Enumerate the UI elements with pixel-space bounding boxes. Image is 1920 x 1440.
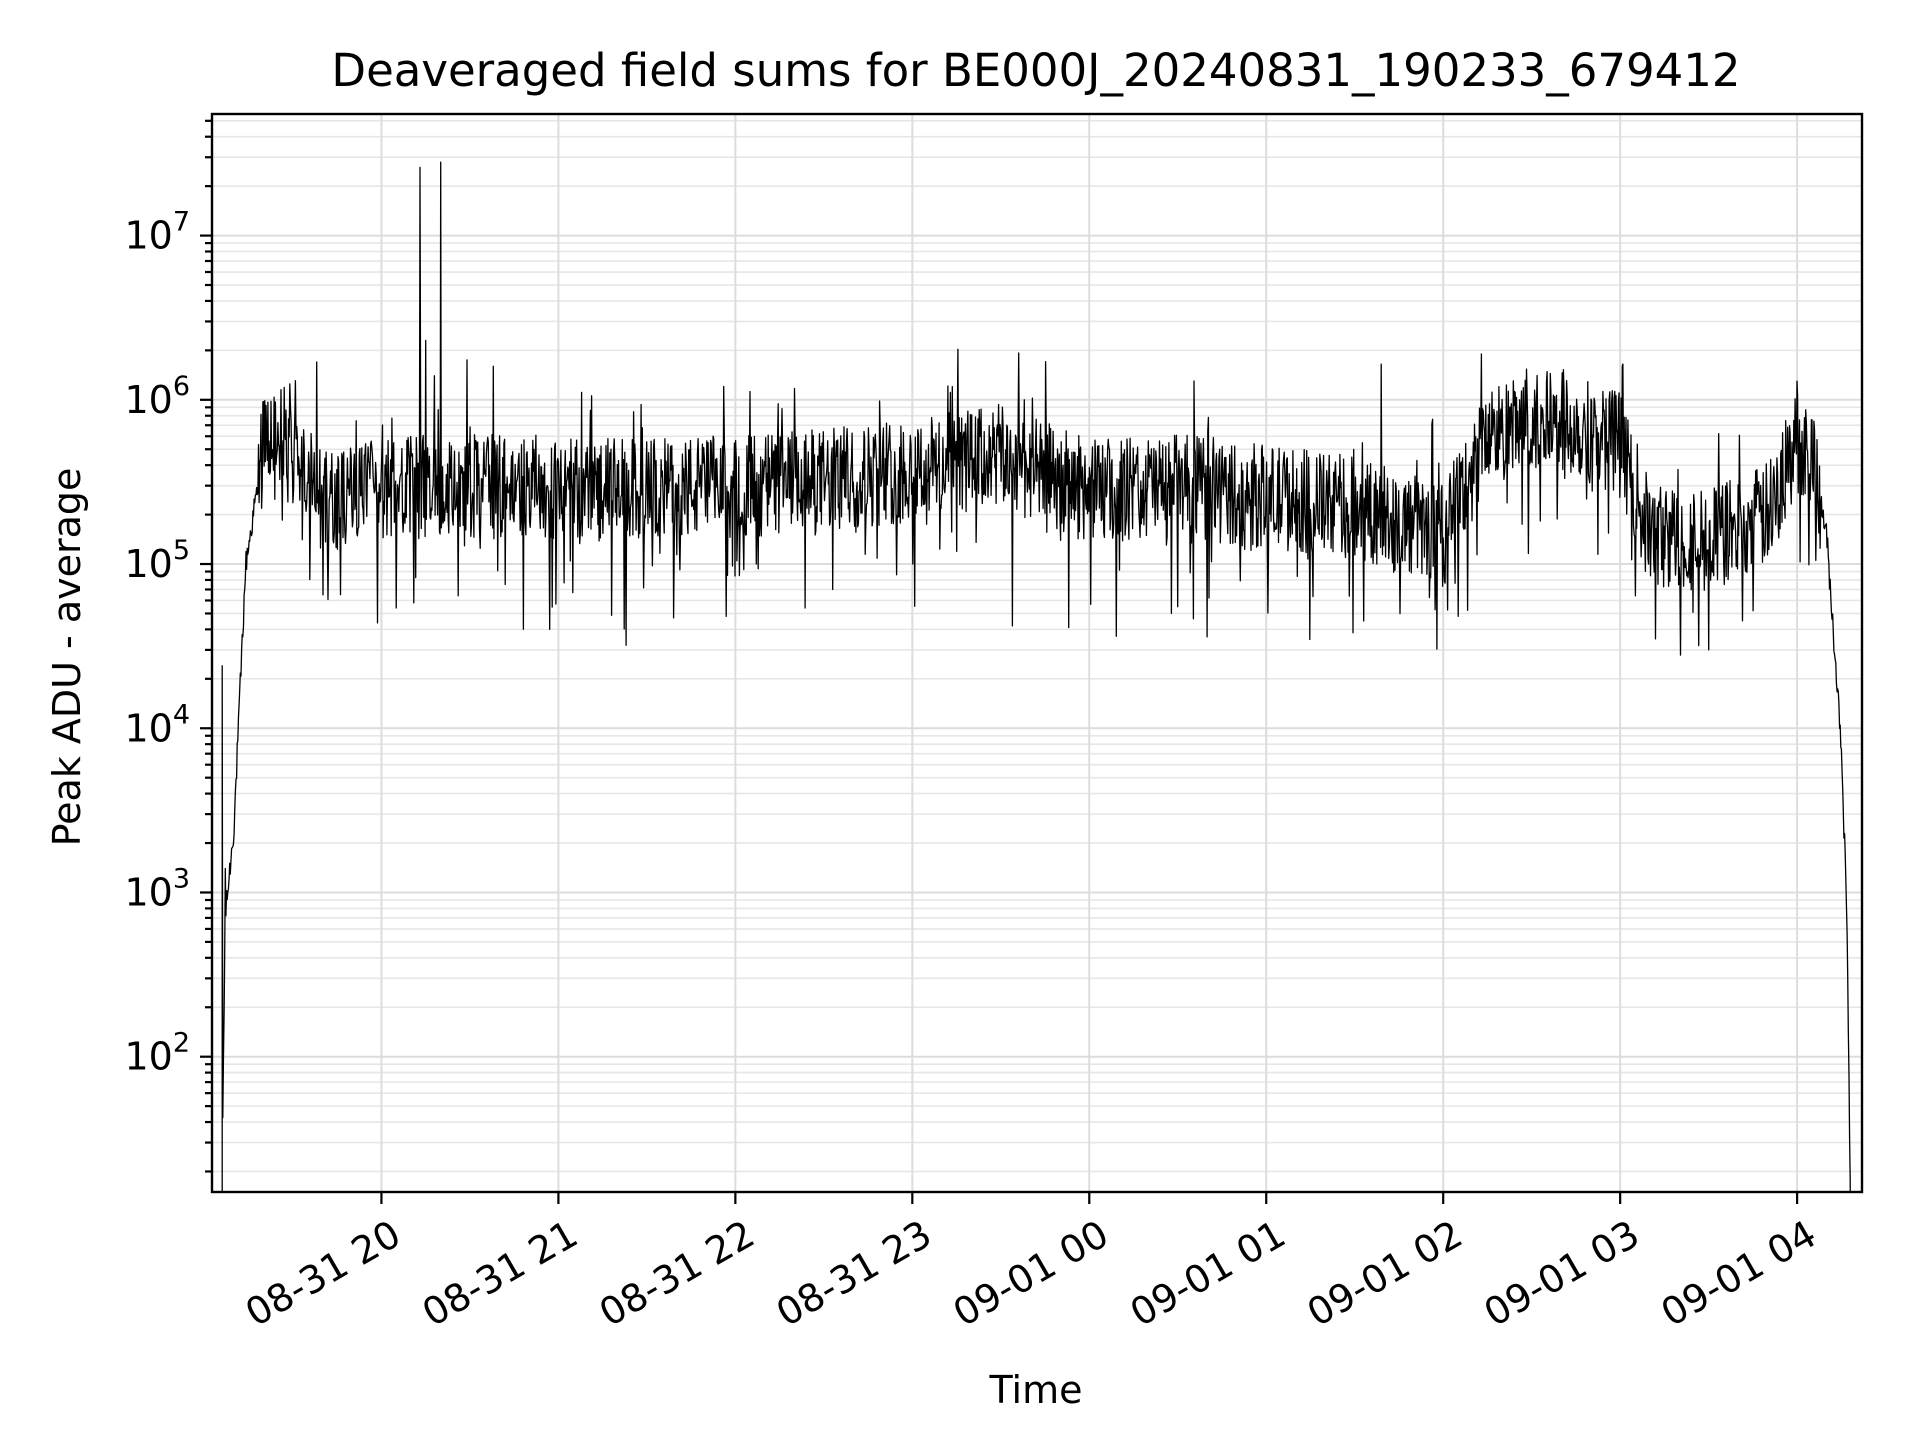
x-axis-label: Time (989, 1368, 1083, 1412)
chart-title: Deaveraged field sums for BE000J_2024083… (331, 44, 1740, 97)
y-tick-label: 106 (124, 371, 190, 422)
y-tick-label: 102 (124, 1028, 190, 1079)
y-tick-label: 103 (124, 863, 190, 914)
major-gridlines (212, 114, 1862, 1192)
y-tick-label: 104 (124, 699, 190, 750)
series-line (221, 161, 1851, 1192)
y-axis: 102 103 104 105 106 107 (124, 119, 212, 1173)
y-tick-label: 105 (124, 535, 190, 586)
y-tick-label: 107 (124, 207, 190, 258)
plot-area (221, 161, 1851, 1192)
y-axis-label: Peak ADU - average (45, 468, 89, 847)
plot-frame (210, 112, 1864, 1194)
